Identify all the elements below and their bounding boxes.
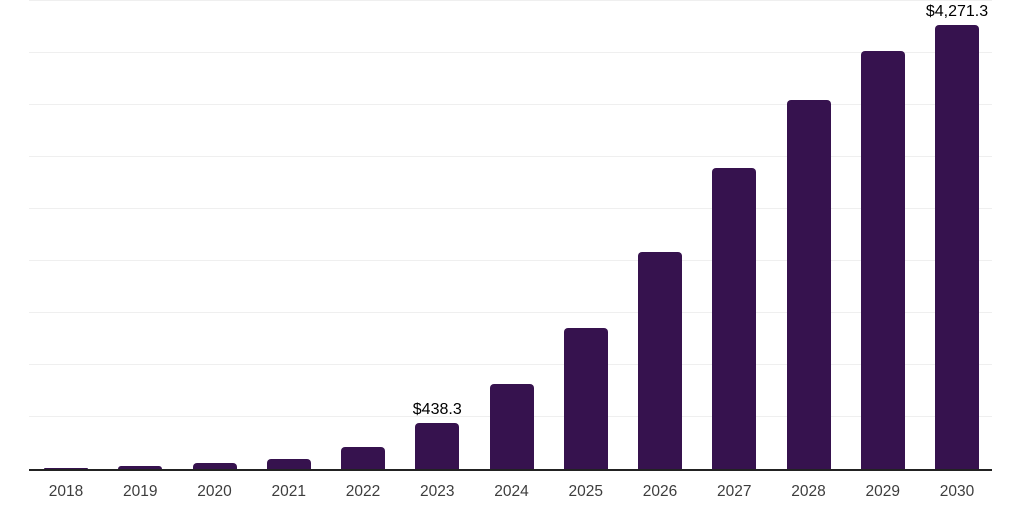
gridline xyxy=(29,260,992,261)
bar-2024 xyxy=(489,383,534,469)
bar-2019 xyxy=(118,466,163,469)
bar-2027 xyxy=(712,168,757,469)
x-tick-2021: 2021 xyxy=(271,483,306,500)
bar-2030 xyxy=(935,24,979,469)
x-tick-2023: 2023 xyxy=(420,483,455,500)
bar-2025 xyxy=(563,327,608,469)
gridline xyxy=(29,312,992,313)
bar-value-label-2030: $4,271.3 xyxy=(925,2,989,20)
bar-2020 xyxy=(192,462,237,469)
bar-2018 xyxy=(44,467,88,469)
bar-2023 xyxy=(415,423,460,469)
x-tick-2030: 2030 xyxy=(939,483,975,500)
x-tick-2022: 2022 xyxy=(345,483,381,500)
x-tick-2024: 2024 xyxy=(494,483,529,500)
gridline xyxy=(29,52,992,53)
bar-2022 xyxy=(341,446,385,469)
bar-value-label-2023: $438.3 xyxy=(412,401,462,419)
gridline xyxy=(29,208,992,209)
plot-area: $438.3 $4,271.3 xyxy=(29,0,992,471)
bar-2029 xyxy=(860,51,905,469)
x-tick-2020: 2020 xyxy=(197,483,232,500)
x-tick-2025: 2025 xyxy=(568,483,603,500)
x-tick-2018: 2018 xyxy=(48,483,84,500)
x-tick-2019: 2019 xyxy=(123,483,158,500)
bar-2026 xyxy=(638,251,682,469)
gridline xyxy=(29,0,992,1)
x-tick-2026: 2026 xyxy=(642,483,678,500)
x-tick-2028: 2028 xyxy=(791,483,826,500)
x-tick-2029: 2029 xyxy=(865,483,900,500)
bar-2021 xyxy=(266,458,311,469)
bar-2028 xyxy=(786,100,831,469)
gridline xyxy=(29,104,992,105)
gridline xyxy=(29,364,992,365)
x-tick-2027: 2027 xyxy=(717,483,752,500)
gridline xyxy=(29,156,992,157)
